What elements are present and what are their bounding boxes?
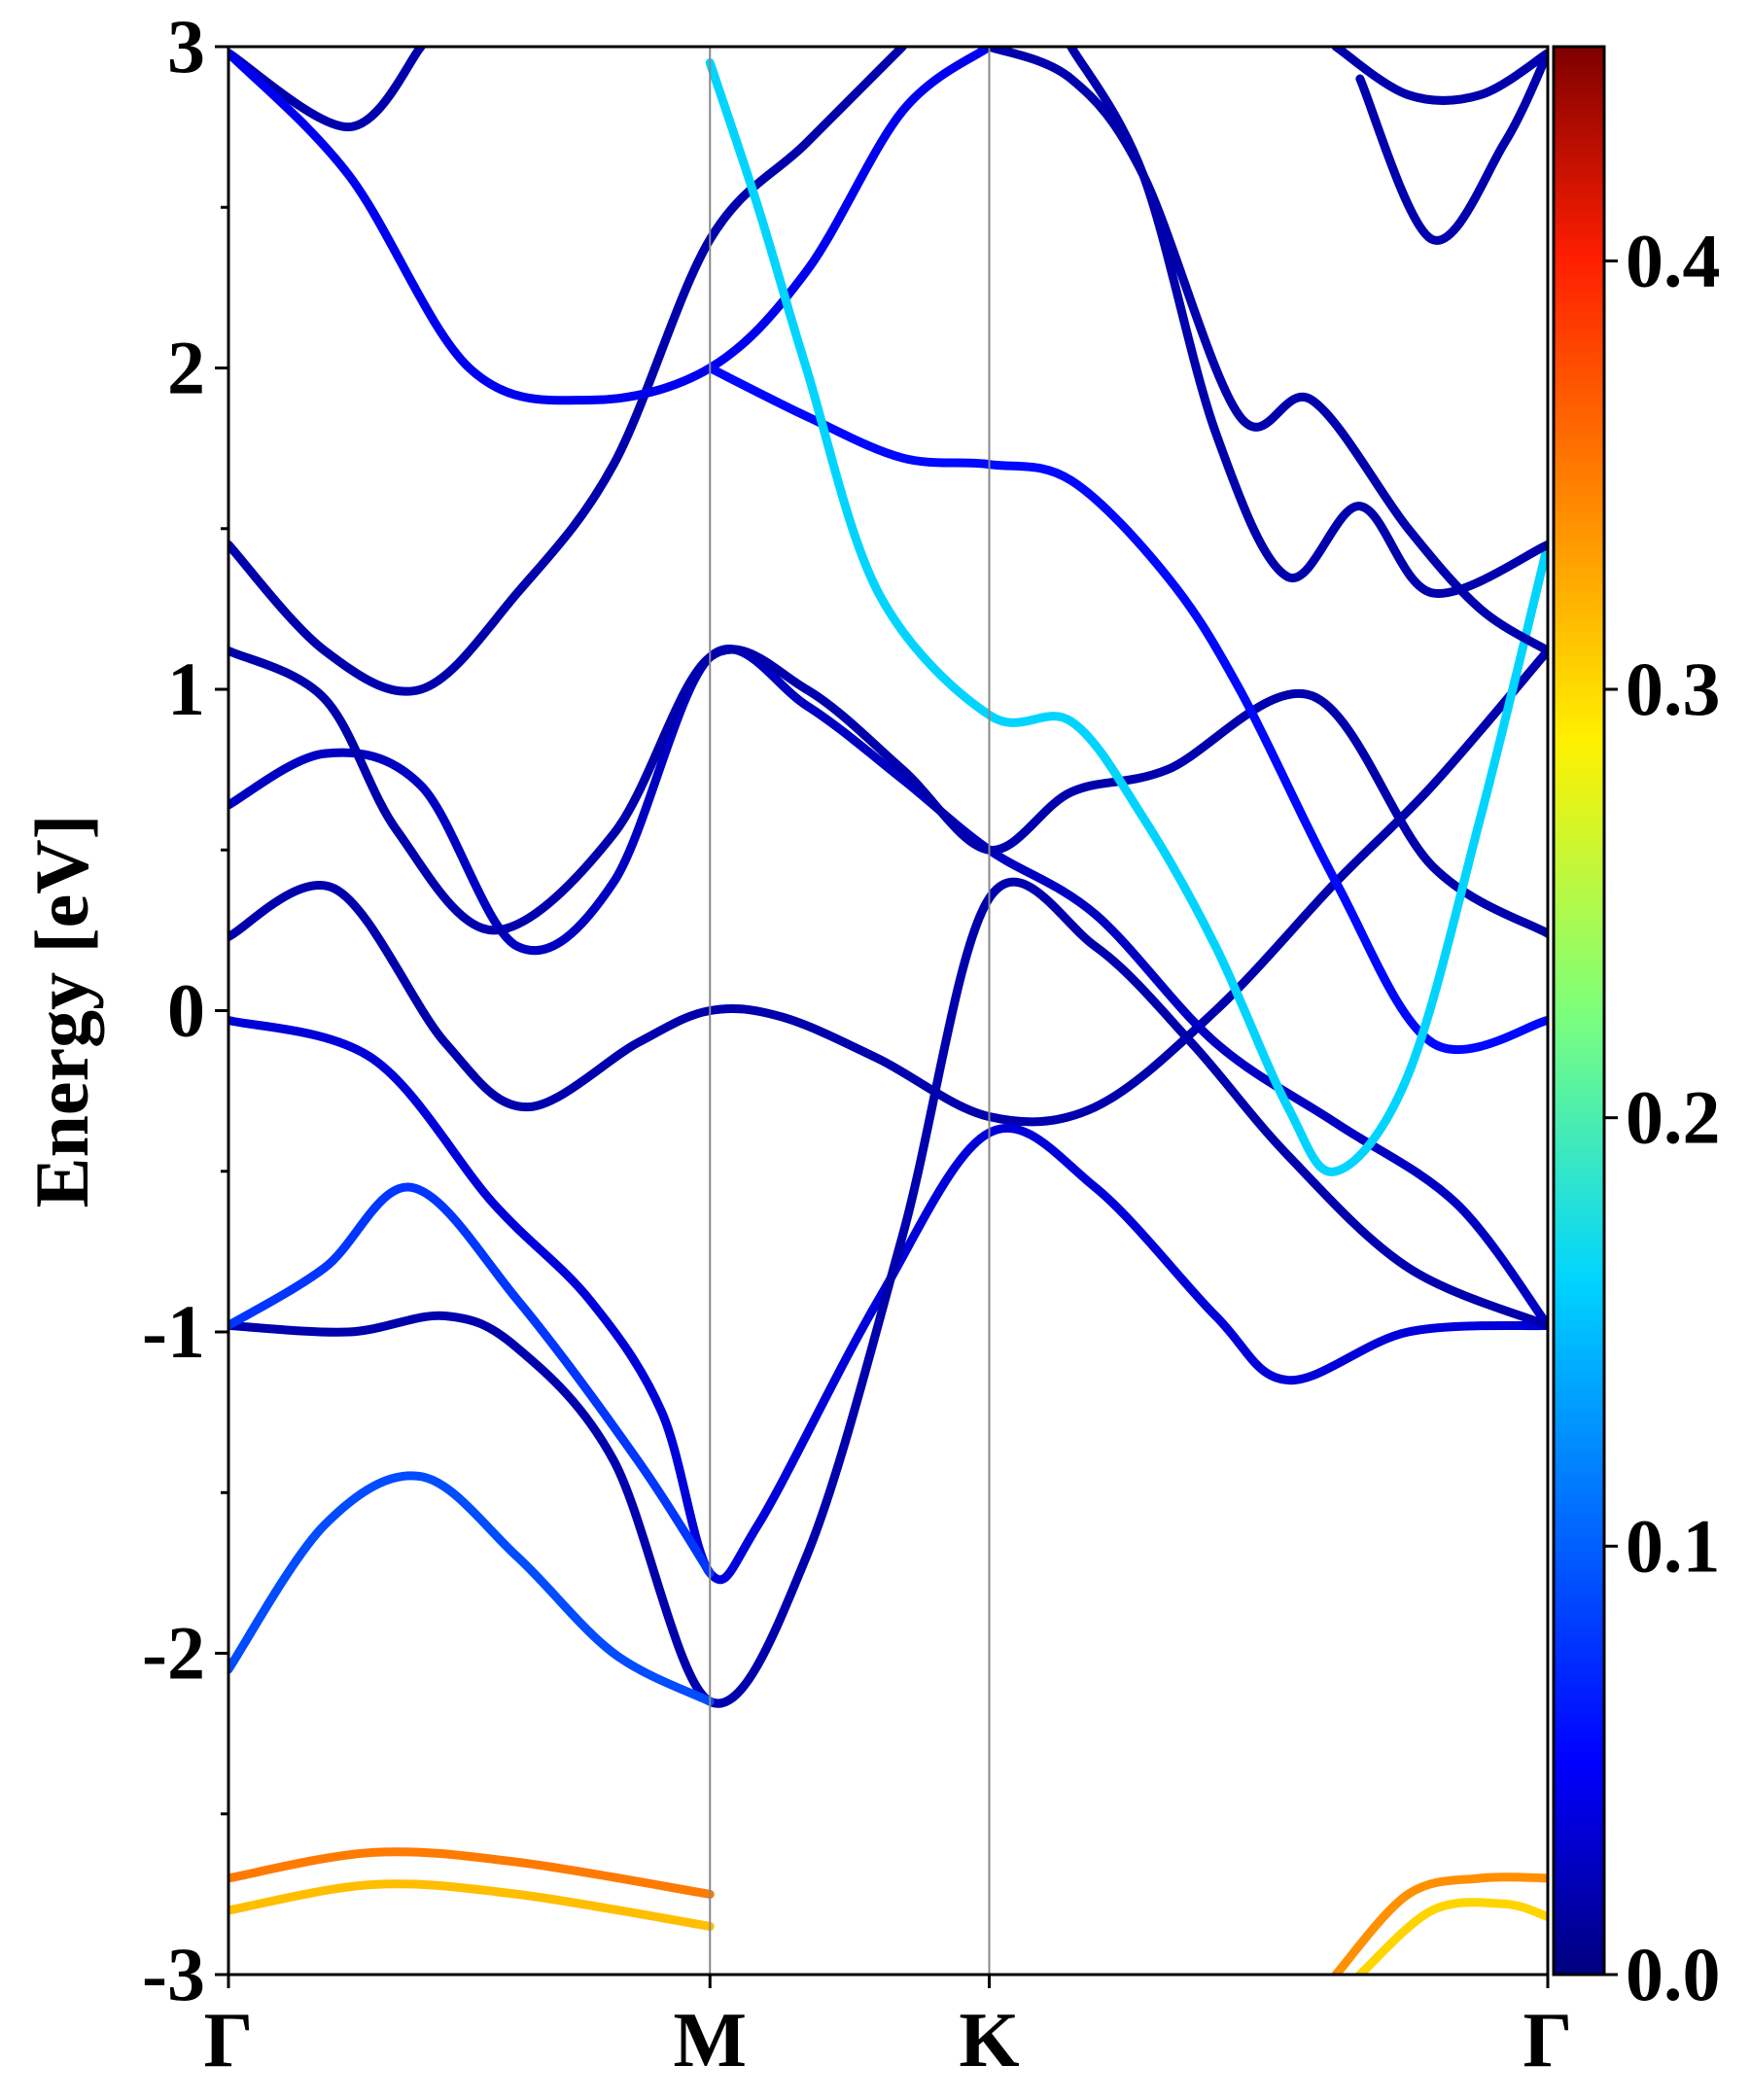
band-line (1331, 47, 1548, 105)
y-tick-label: -1 (142, 1289, 205, 1374)
band-line (705, 58, 1548, 1176)
band-line (1355, 49, 1548, 245)
y-axis: -3 -2 -1 0 1 2 3 (142, 4, 228, 2016)
x-tick-label: M (673, 1998, 747, 2083)
y-axis-label: Energy [eV] (19, 814, 104, 1208)
colorbar-tick-label: 0.3 (1626, 647, 1721, 731)
band-line (228, 1879, 715, 1931)
y-tick-label: 0 (167, 968, 205, 1053)
band-line (1331, 1872, 1548, 1975)
y-tick-label: 1 (167, 647, 205, 731)
band-line (1355, 1898, 1548, 1975)
band-line (228, 47, 426, 132)
colorbar-tick-label: 0.1 (1626, 1503, 1721, 1588)
x-tick-label: K (959, 1998, 1019, 2083)
colorbar-tick-label: 0.4 (1626, 218, 1721, 302)
y-tick-label: 3 (167, 4, 205, 88)
band-line (228, 1847, 715, 1899)
band-line (228, 47, 994, 405)
x-tick-label: Γ (204, 1998, 254, 2083)
x-tick-label: Γ (1523, 1998, 1573, 2083)
band-line (228, 877, 1548, 1708)
y-tick-label: -3 (142, 1932, 205, 2016)
band-line (228, 1015, 1548, 1585)
band-line (228, 47, 907, 696)
bands-group (228, 47, 1548, 1975)
high-symmetry-lines (709, 47, 991, 1975)
band-line (228, 645, 1548, 938)
band-line (228, 645, 1548, 1330)
band-line (228, 646, 1548, 1127)
colorbar (1552, 45, 1606, 1977)
band-line (228, 1182, 715, 1578)
colorbar-tick-label: 0.2 (1626, 1075, 1721, 1160)
band-line (228, 1471, 715, 1706)
colorbar-axis: 0.0 0.1 0.2 0.3 0.4 (1604, 218, 1721, 2016)
y-tick-label: -2 (142, 1611, 205, 1696)
y-tick-label: 2 (167, 326, 205, 410)
band-line (1067, 47, 1548, 598)
colorbar-tick-label: 0.0 (1626, 1932, 1721, 2016)
band-line (705, 364, 1548, 1054)
